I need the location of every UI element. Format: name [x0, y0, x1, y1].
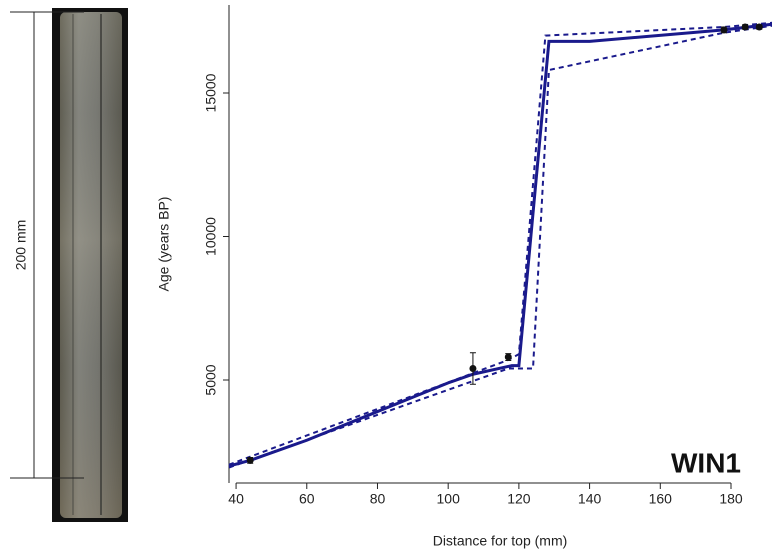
y-tick-label: 5000 — [203, 364, 219, 395]
x-tick-label: 40 — [228, 491, 244, 507]
date-point — [469, 365, 477, 373]
date-point — [720, 26, 728, 34]
date-point — [741, 23, 749, 31]
model-line — [228, 22, 772, 468]
date-point — [755, 23, 763, 31]
core-photo — [52, 8, 128, 522]
y-tick-label: 15000 — [203, 73, 219, 112]
bound-line — [228, 21, 772, 466]
bound-line — [228, 24, 772, 469]
x-tick-label: 100 — [437, 491, 461, 507]
annotation: WIN1 — [671, 447, 741, 478]
x-tick-label: 140 — [578, 491, 602, 507]
date-point — [504, 353, 512, 361]
scale-label: 200 mm — [13, 220, 29, 271]
x-tick-label: 80 — [370, 491, 386, 507]
x-tick-label: 60 — [299, 491, 315, 507]
core-banding — [60, 12, 122, 518]
scale-bar: 200 mm — [10, 11, 84, 479]
y-tick-label: 10000 — [203, 217, 219, 256]
x-tick-label: 180 — [719, 491, 743, 507]
x-tick-label: 160 — [649, 491, 673, 507]
x-axis-title: Distance for top (mm) — [433, 533, 568, 549]
x-tick-label: 120 — [507, 491, 531, 507]
date-point — [246, 456, 254, 464]
y-axis-title: Age (years BP) — [156, 197, 172, 292]
